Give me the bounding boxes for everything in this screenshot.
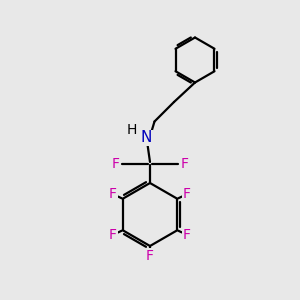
- Text: H: H: [126, 124, 136, 137]
- Text: F: F: [109, 228, 117, 242]
- Text: N: N: [141, 130, 152, 146]
- Text: F: F: [183, 228, 191, 242]
- Text: F: F: [109, 187, 117, 201]
- Text: F: F: [183, 187, 191, 201]
- Text: F: F: [181, 157, 188, 170]
- Text: F: F: [112, 157, 119, 170]
- Text: F: F: [146, 249, 154, 262]
